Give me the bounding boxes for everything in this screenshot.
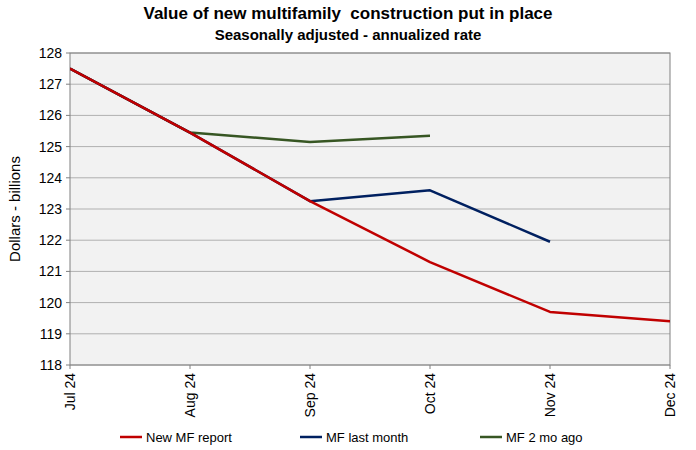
y-tick-label: 119: [40, 326, 63, 342]
series-line: [70, 69, 670, 322]
x-tick-label: Aug 24: [182, 373, 198, 418]
y-tick-label: 120: [39, 295, 63, 311]
x-tick-label: Dec 24: [662, 373, 678, 418]
title: Value of new multifamily construction pu…: [143, 4, 552, 23]
x-tick-label: Sep 24: [302, 373, 318, 418]
grid-line: [70, 271, 670, 272]
y-tick-label: 125: [39, 139, 63, 155]
y-tick: [66, 177, 70, 178]
grid-line: [70, 209, 670, 210]
legend-label: MF last month: [326, 430, 408, 445]
grid-line: [70, 84, 670, 85]
grid-line: [70, 146, 670, 147]
y-tick: [66, 365, 70, 366]
chart: 118 119 120 121 122 123 124 125 126 127 128 Jul 24 A…: [0, 0, 696, 450]
y-tick-label: 127: [39, 76, 63, 92]
x-tick: [190, 365, 191, 369]
series-group: [70, 69, 670, 322]
background: [0, 0, 696, 450]
series-line: [70, 69, 550, 242]
y-tick: [66, 240, 70, 241]
y-tick: [66, 271, 70, 272]
y-tick-label: 123: [39, 201, 63, 217]
x-tick-label: Jul 24: [62, 373, 78, 411]
series-line: [70, 69, 430, 142]
x-tick: [310, 365, 311, 369]
grid-line: [70, 177, 670, 178]
plot-area: [70, 53, 670, 365]
legend-swatch: [480, 436, 502, 439]
y-tick: [66, 84, 70, 85]
legend-label: New MF report: [146, 430, 232, 445]
grid-line: [70, 302, 670, 303]
plot-frame: [70, 53, 670, 365]
x-tick-label: Nov 24: [542, 373, 558, 418]
y-tick: [66, 146, 70, 147]
y-tick-label: 122: [39, 232, 63, 248]
x-tick: [550, 365, 551, 369]
y-tick: [66, 333, 70, 334]
legend-label: MF 2 mo ago: [506, 430, 583, 445]
legend-swatch: [120, 436, 142, 439]
legend-swatch: [300, 436, 322, 439]
y-tick-label: 126: [39, 107, 63, 123]
grid-line: [70, 333, 670, 334]
y-tick-label: 128: [39, 45, 63, 61]
y-axis-label: Dollars - billions: [6, 156, 23, 262]
y-tick-label: 121: [39, 263, 63, 279]
x-tick-label: Oct 24: [422, 373, 438, 414]
grid-line: [70, 240, 670, 241]
y-tick: [66, 209, 70, 210]
y-tick: [66, 302, 70, 303]
y-tick: [66, 115, 70, 116]
y-tick-label: 124: [39, 170, 63, 186]
x-tick: [70, 365, 71, 369]
x-tick: [430, 365, 431, 369]
y-tick-label: 118: [40, 357, 63, 373]
subtitle: Seasonally adjusted - annualized rate: [215, 26, 482, 43]
y-tick: [66, 53, 70, 54]
x-tick: [670, 365, 671, 369]
